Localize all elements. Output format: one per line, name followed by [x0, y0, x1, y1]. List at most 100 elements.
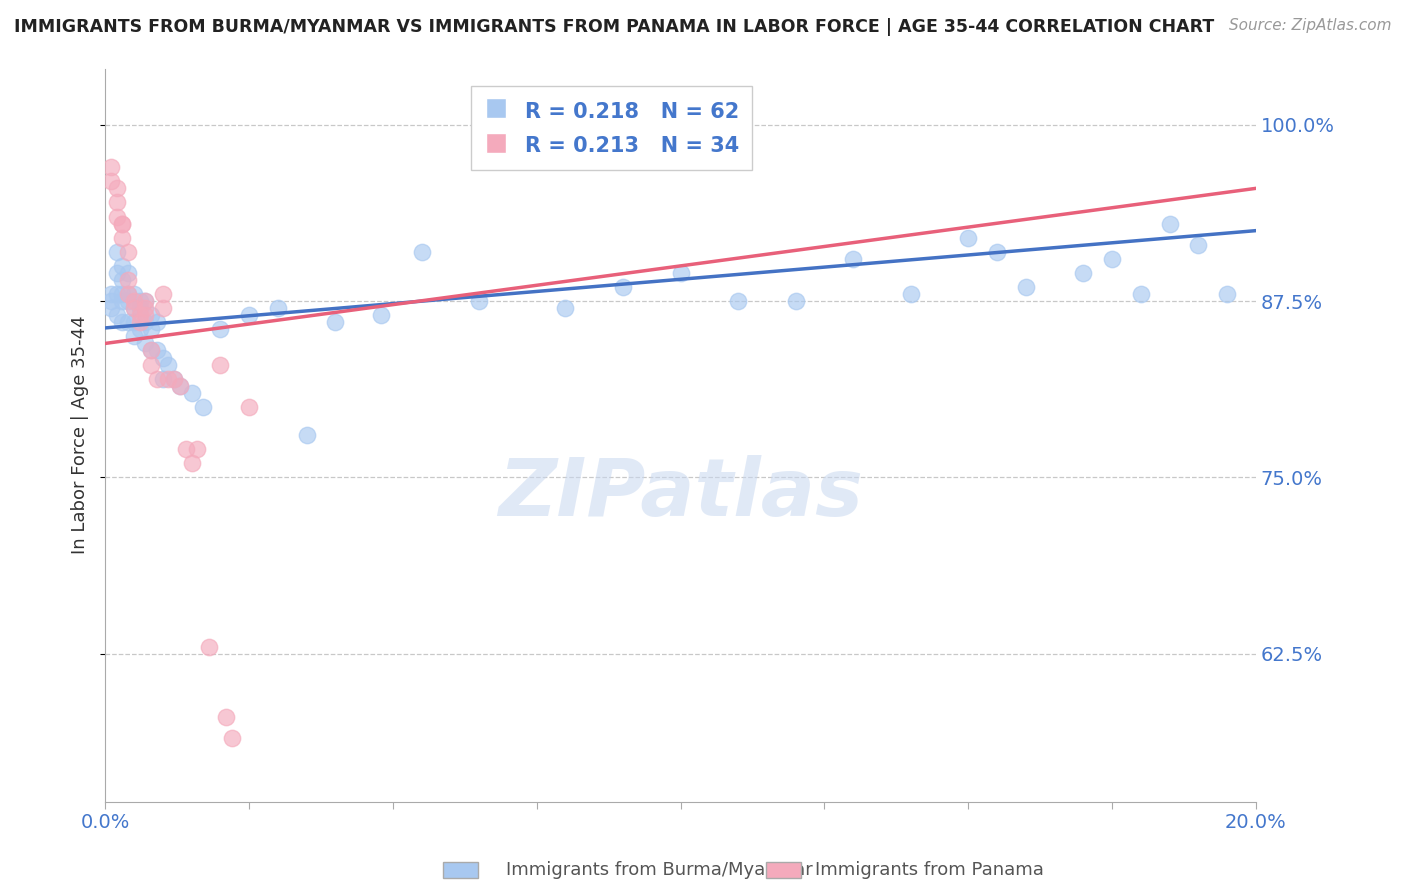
- Point: [134, 315, 156, 329]
- Point: [411, 244, 433, 259]
- Point: [134, 336, 156, 351]
- Point: [128, 322, 150, 336]
- Point: [163, 372, 186, 386]
- Point: [152, 301, 174, 315]
- Point: [100, 160, 122, 174]
- Point: [141, 343, 163, 358]
- Point: [554, 301, 576, 315]
- Point: [105, 287, 128, 301]
- Point: [221, 731, 243, 746]
- Point: [122, 287, 145, 301]
- Point: [117, 287, 139, 301]
- Point: [169, 378, 191, 392]
- Point: [122, 294, 145, 309]
- Point: [117, 294, 139, 309]
- Point: [468, 294, 491, 309]
- Point: [267, 301, 290, 315]
- Point: [157, 358, 180, 372]
- Point: [117, 287, 139, 301]
- Y-axis label: In Labor Force | Age 35-44: In Labor Force | Age 35-44: [72, 316, 89, 554]
- Point: [122, 301, 145, 315]
- Text: Source: ZipAtlas.com: Source: ZipAtlas.com: [1229, 18, 1392, 33]
- Point: [117, 273, 139, 287]
- Point: [105, 210, 128, 224]
- Point: [141, 358, 163, 372]
- Point: [152, 372, 174, 386]
- Point: [209, 322, 232, 336]
- Point: [134, 294, 156, 309]
- Point: [134, 308, 156, 322]
- Point: [100, 294, 122, 309]
- Point: [105, 181, 128, 195]
- Point: [111, 259, 134, 273]
- Point: [105, 244, 128, 259]
- Text: IMMIGRANTS FROM BURMA/MYANMAR VS IMMIGRANTS FROM PANAMA IN LABOR FORCE | AGE 35-: IMMIGRANTS FROM BURMA/MYANMAR VS IMMIGRA…: [14, 18, 1215, 36]
- Point: [100, 287, 122, 301]
- Point: [152, 351, 174, 365]
- Point: [1187, 237, 1209, 252]
- Point: [122, 315, 145, 329]
- Point: [146, 315, 169, 329]
- Point: [111, 230, 134, 244]
- Point: [111, 294, 134, 309]
- Point: [117, 315, 139, 329]
- Point: [215, 710, 238, 724]
- Point: [146, 372, 169, 386]
- Point: [163, 372, 186, 386]
- Point: [169, 378, 191, 392]
- Point: [1129, 287, 1152, 301]
- Point: [111, 273, 134, 287]
- Point: [669, 266, 692, 280]
- Point: [152, 287, 174, 301]
- Point: [957, 230, 980, 244]
- Point: [191, 400, 214, 414]
- Point: [180, 456, 202, 470]
- Point: [146, 343, 169, 358]
- Point: [134, 294, 156, 309]
- Point: [128, 294, 150, 309]
- Point: [325, 315, 347, 329]
- Point: [1015, 280, 1038, 294]
- Point: [122, 329, 145, 343]
- Point: [128, 315, 150, 329]
- Point: [842, 252, 865, 266]
- Point: [141, 322, 163, 336]
- Legend: R = 0.218   N = 62, R = 0.213   N = 34: R = 0.218 N = 62, R = 0.213 N = 34: [471, 87, 752, 169]
- Point: [111, 217, 134, 231]
- Point: [122, 301, 145, 315]
- Point: [111, 217, 134, 231]
- Point: [100, 301, 122, 315]
- Point: [1101, 252, 1123, 266]
- Point: [141, 343, 163, 358]
- Point: [209, 358, 232, 372]
- Point: [1216, 287, 1239, 301]
- Point: [1071, 266, 1094, 280]
- Point: [295, 428, 318, 442]
- Point: [174, 442, 197, 457]
- Point: [986, 244, 1008, 259]
- Point: [1159, 217, 1181, 231]
- Text: Immigrants from Burma/Myanmar: Immigrants from Burma/Myanmar: [506, 861, 813, 879]
- Point: [900, 287, 922, 301]
- Point: [105, 308, 128, 322]
- Point: [111, 315, 134, 329]
- Point: [785, 294, 807, 309]
- Point: [134, 301, 156, 315]
- Point: [128, 308, 150, 322]
- Point: [370, 308, 392, 322]
- Point: [180, 385, 202, 400]
- Point: [612, 280, 634, 294]
- Point: [100, 174, 122, 188]
- Text: Immigrants from Panama: Immigrants from Panama: [815, 861, 1045, 879]
- Point: [105, 266, 128, 280]
- Point: [727, 294, 749, 309]
- Text: ZIPatlas: ZIPatlas: [498, 455, 863, 533]
- Point: [157, 372, 180, 386]
- Point: [238, 400, 260, 414]
- Point: [111, 287, 134, 301]
- Point: [186, 442, 208, 457]
- Point: [141, 308, 163, 322]
- Point: [105, 195, 128, 210]
- Point: [128, 301, 150, 315]
- Point: [117, 244, 139, 259]
